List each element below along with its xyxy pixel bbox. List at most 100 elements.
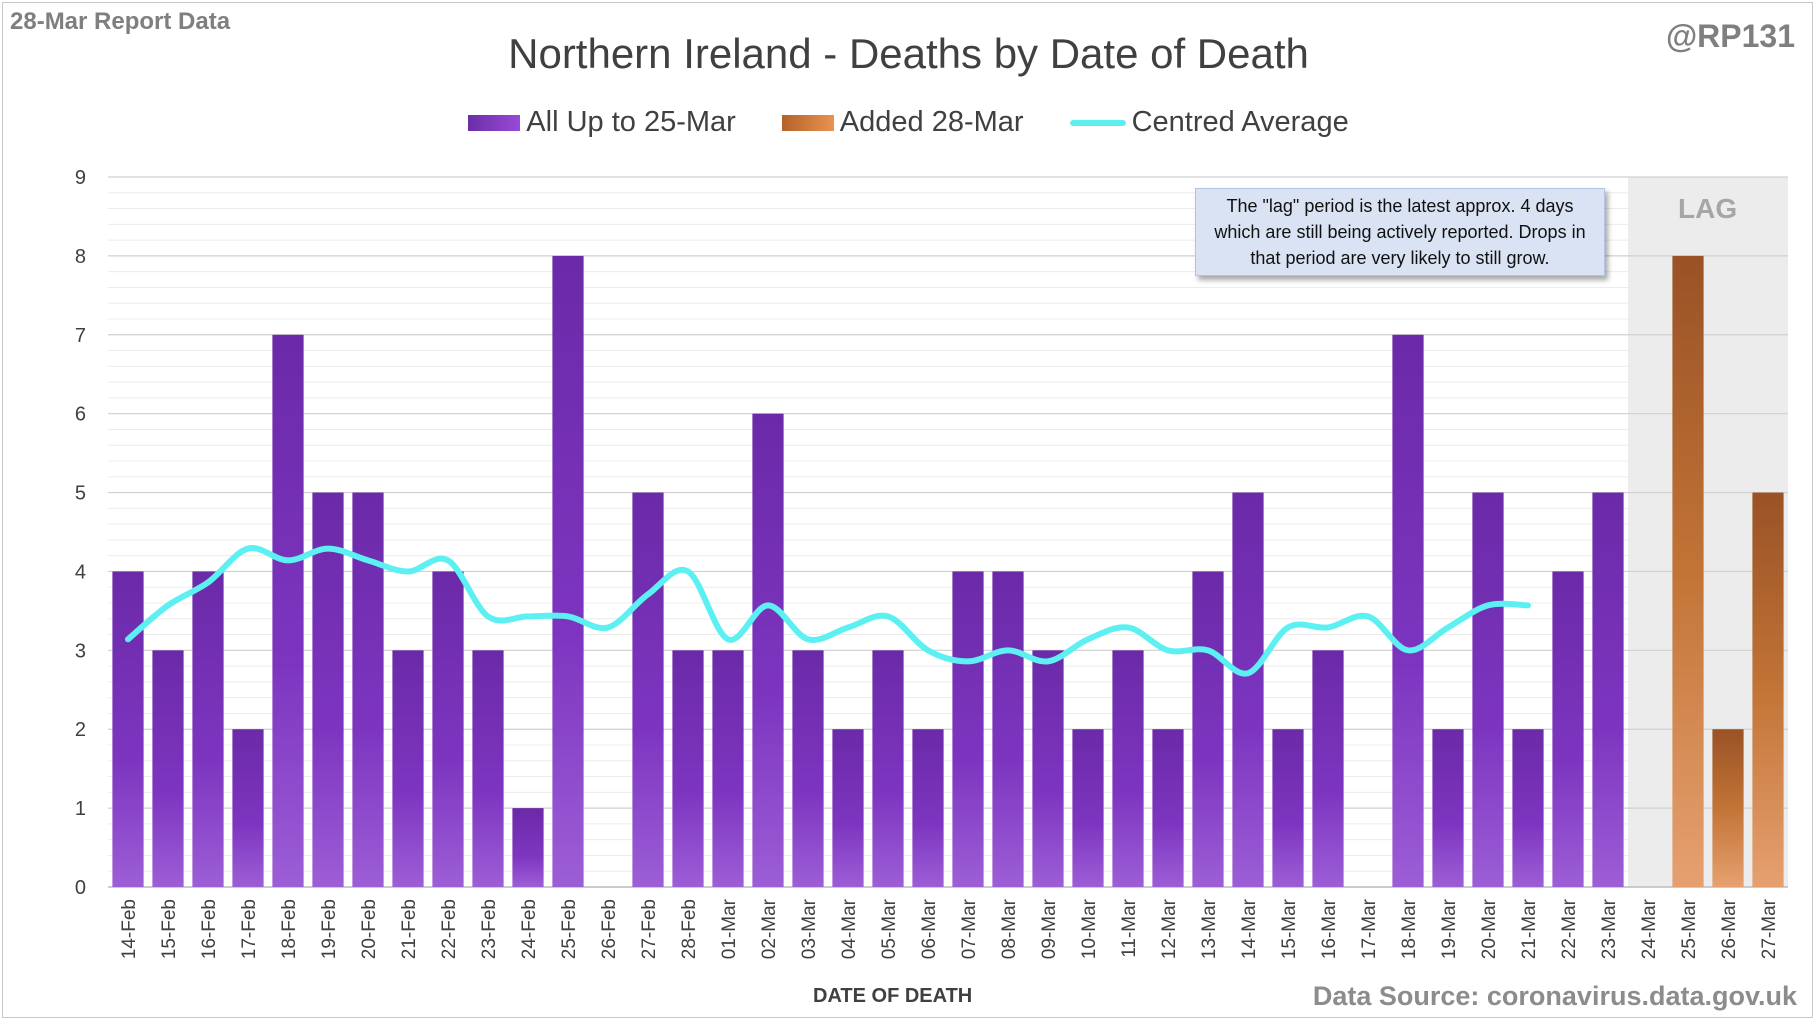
x-tick-label: 01-Mar (719, 898, 740, 959)
bar-all-up-to-25-mar (632, 492, 664, 887)
bar-added-28-mar (1672, 255, 1704, 887)
legend-label-added: Added 28-Mar (839, 106, 1024, 138)
x-tick-label: 07-Mar (959, 898, 980, 959)
y-tick-label: 4 (75, 561, 86, 583)
x-tick-label: 10-Mar (1079, 898, 1100, 959)
bar-all-up-to-25-mar (1152, 729, 1184, 887)
y-tick-label: 6 (75, 404, 86, 426)
bar-all-up-to-25-mar (112, 571, 144, 887)
bar-added-28-mar (1752, 492, 1784, 887)
x-tick-label: 14-Feb (119, 899, 140, 959)
bar-all-up-to-25-mar (1232, 492, 1264, 887)
legend-label-average: Centred Average (1131, 106, 1349, 138)
bar-all-up-to-25-mar (1552, 571, 1584, 887)
bar-all-up-to-25-mar (1472, 492, 1504, 887)
y-tick-label: 9 (75, 167, 86, 189)
bar-all-up-to-25-mar (912, 729, 944, 887)
x-tick-label: 15-Mar (1279, 898, 1300, 959)
x-tick-label: 23-Feb (479, 899, 500, 959)
bar-all-up-to-25-mar (1312, 650, 1344, 887)
x-tick-label: 06-Mar (919, 898, 940, 959)
bar-all-up-to-25-mar (792, 650, 824, 887)
bar-all-up-to-25-mar (232, 729, 264, 887)
x-tick-label: 20-Feb (359, 899, 380, 959)
y-tick-label: 5 (75, 483, 86, 505)
y-tick-label: 7 (75, 325, 86, 347)
bar-added-28-mar (1712, 729, 1744, 887)
bar-all-up-to-25-mar (872, 650, 904, 887)
data-source: Data Source: coronavirus.data.gov.uk (1312, 981, 1797, 1011)
x-tick-label: 03-Mar (799, 898, 820, 959)
x-tick-label: 17-Mar (1359, 898, 1380, 959)
bar-all-up-to-25-mar (1432, 729, 1464, 887)
x-tick-label: 08-Mar (999, 898, 1020, 959)
y-tick-label: 3 (75, 640, 86, 662)
bar-all-up-to-25-mar (672, 650, 704, 887)
x-tick-label: 26-Feb (599, 899, 620, 959)
x-tick-label: 12-Mar (1159, 898, 1180, 959)
x-tick-label: 02-Mar (759, 898, 780, 959)
x-tick-label: 27-Mar (1759, 898, 1780, 959)
bar-all-up-to-25-mar (552, 255, 584, 887)
x-tick-label: 05-Mar (879, 898, 900, 959)
bar-all-up-to-25-mar (712, 650, 744, 887)
bar-all-up-to-25-mar (952, 571, 984, 887)
bar-all-up-to-25-mar (752, 413, 784, 887)
bar-all-up-to-25-mar (1192, 571, 1224, 887)
x-tick-label: 19-Feb (319, 899, 340, 959)
y-tick-label: 0 (75, 877, 86, 899)
bar-all-up-to-25-mar (512, 808, 544, 887)
bar-all-up-to-25-mar (832, 729, 864, 887)
legend-swatch-average (1069, 119, 1126, 126)
x-tick-label: 15-Feb (159, 899, 180, 959)
legend-item-added: Added 28-Mar (781, 106, 1024, 139)
bar-all-up-to-25-mar (1272, 729, 1304, 887)
y-tick-label: 8 (75, 246, 86, 268)
bar-all-up-to-25-mar (1072, 729, 1104, 887)
chart-title: Northern Ireland - Deaths by Date of Dea… (508, 30, 1309, 77)
y-tick-label: 2 (75, 719, 86, 741)
x-tick-label: 23-Mar (1599, 898, 1620, 959)
centred-average-line (125, 545, 1531, 677)
y-tick-label: 1 (75, 798, 86, 820)
x-tick-label: 14-Mar (1239, 898, 1260, 959)
bar-all-up-to-25-mar (472, 650, 504, 887)
x-axis-title: DATE OF DEATH (813, 985, 973, 1007)
legend-item-all: All Up to 25-Mar (468, 106, 736, 139)
bar-all-up-to-25-mar (1032, 650, 1064, 887)
lag-label: LAG (1678, 193, 1738, 224)
legend-swatch-added (781, 114, 834, 131)
x-tick-label: 24-Feb (519, 899, 540, 959)
x-tick-label: 21-Mar (1519, 898, 1540, 959)
bar-all-up-to-25-mar (352, 492, 384, 887)
chart-legend: All Up to 25-Mar Added 28-Mar Centred Av… (0, 106, 1817, 139)
legend-item-average: Centred Average (1069, 106, 1349, 139)
bar-all-up-to-25-mar (992, 571, 1024, 887)
bar-all-up-to-25-mar (432, 571, 464, 887)
bar-all-up-to-25-mar (312, 492, 344, 887)
x-tick-label: 16-Feb (199, 899, 220, 959)
x-tick-label: 18-Mar (1399, 898, 1420, 959)
x-tick-label: 20-Mar (1479, 898, 1500, 959)
x-tick-label: 04-Mar (839, 898, 860, 959)
x-tick-label: 22-Mar (1559, 898, 1580, 959)
bar-all-up-to-25-mar (1512, 729, 1544, 887)
x-tick-label: 27-Feb (639, 899, 660, 959)
x-tick-label: 18-Feb (279, 899, 300, 959)
report-label: 28-Mar Report Data (10, 8, 231, 35)
legend-label-all: All Up to 25-Mar (526, 106, 736, 138)
x-tick-label: 26-Mar (1719, 898, 1740, 959)
bar-all-up-to-25-mar (392, 650, 424, 887)
x-tick-label: 17-Feb (239, 899, 260, 959)
x-tick-label: 11-Mar (1119, 898, 1140, 957)
bar-all-up-to-25-mar (1592, 492, 1624, 887)
x-tick-label: 22-Feb (439, 899, 460, 959)
lag-note: The "lag" period is the latest approx. 4… (1195, 188, 1605, 276)
author-handle: @RP131 (1665, 18, 1795, 54)
x-tick-label: 19-Mar (1439, 898, 1460, 959)
bar-all-up-to-25-mar (272, 334, 304, 887)
bar-all-up-to-25-mar (152, 650, 184, 887)
x-tick-label: 28-Feb (679, 899, 700, 959)
bar-all-up-to-25-mar (1112, 650, 1144, 887)
